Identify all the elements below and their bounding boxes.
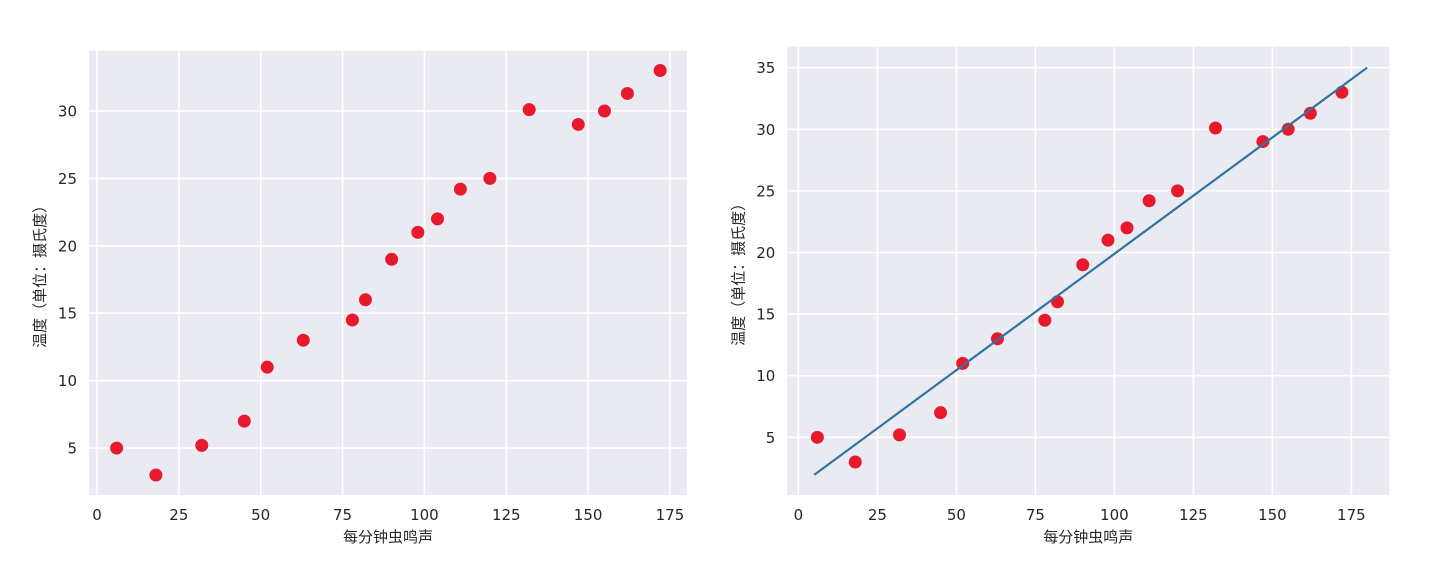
data-point: [848, 455, 862, 469]
y-tick-label: 30: [58, 102, 77, 120]
x-tick-label: 125: [492, 506, 521, 524]
data-point: [358, 293, 372, 307]
data-point: [149, 468, 163, 482]
x-axis-label: 每分钟虫鸣声: [343, 528, 433, 546]
x-tick-label: 25: [169, 506, 188, 524]
data-point: [1101, 233, 1115, 247]
x-tick-label: 175: [656, 506, 685, 524]
y-axis-label: 温度（单位：摄氏度）: [729, 196, 747, 346]
data-point: [385, 252, 399, 266]
x-tick-label: 175: [1337, 506, 1366, 524]
y-tick-label: 10: [58, 372, 77, 390]
x-tick-label: 100: [410, 506, 439, 524]
data-point: [237, 414, 251, 428]
y-tick-label: 15: [756, 306, 775, 324]
data-point: [1171, 184, 1185, 198]
scatter-plot-with-fit-line-right: 0 25 50 75 100 125 150 175 5 10 15 20 25 30 35 每分钟虫鸣声 温度…: [729, 46, 1390, 546]
y-tick-label: 5: [766, 429, 776, 447]
data-point: [1120, 221, 1134, 235]
y-tick-label: 35: [756, 59, 775, 77]
data-point: [483, 171, 497, 185]
data-point: [110, 441, 124, 455]
x-tick-label: 150: [574, 506, 603, 524]
data-point: [453, 182, 467, 196]
y-tick-label: 20: [756, 244, 775, 262]
y-tick-label: 5: [67, 440, 77, 458]
data-point: [1208, 121, 1222, 135]
data-point: [810, 430, 824, 444]
data-point: [522, 103, 536, 117]
data-point: [1142, 194, 1156, 208]
y-tick-label: 25: [58, 170, 77, 188]
x-tick-label: 100: [1100, 506, 1129, 524]
plot-area: [810, 66, 1368, 476]
x-tick-label: 50: [947, 506, 966, 524]
data-point: [1303, 106, 1317, 120]
y-tick-label: 30: [756, 121, 775, 139]
gridlines: [89, 50, 687, 495]
fit-line: [813, 66, 1368, 476]
x-tick-label: 25: [868, 506, 887, 524]
data-point: [260, 360, 274, 374]
data-point: [1256, 135, 1270, 149]
x-tick-label: 125: [1179, 506, 1208, 524]
x-tick-label: 50: [251, 506, 270, 524]
data-point: [1050, 295, 1064, 309]
x-tick-label: 0: [794, 506, 804, 524]
x-tick-label: 75: [1026, 506, 1045, 524]
scatter-series: [110, 64, 667, 482]
data-point: [934, 406, 948, 420]
x-tick-label: 75: [333, 506, 352, 524]
data-point: [431, 212, 445, 226]
data-point: [653, 64, 667, 78]
tick-labels: 0 25 50 75 100 125 150 175 5 10 15 20 25 30: [58, 102, 684, 524]
data-point: [411, 225, 425, 239]
x-tick-label: 150: [1258, 506, 1287, 524]
data-point: [1076, 258, 1090, 272]
data-point: [620, 86, 634, 100]
x-tick-label: 0: [92, 506, 102, 524]
data-point: [597, 104, 611, 118]
scatter-series: [810, 85, 1349, 469]
y-tick-label: 10: [756, 367, 775, 385]
y-axis-label: 温度（单位：摄氏度）: [31, 198, 49, 348]
data-point: [195, 438, 209, 452]
x-axis-label: 每分钟虫鸣声: [1043, 528, 1133, 546]
tick-labels: 0 25 50 75 100 125 150 175 5 10 15 20 25 30 35: [756, 59, 1365, 524]
data-point: [296, 333, 310, 347]
plot-area: [110, 64, 667, 482]
data-point: [1038, 313, 1052, 327]
y-tick-label: 25: [756, 182, 775, 200]
scatter-plot-left: 0 25 50 75 100 125 150 175 5 10 15 20 25 30 每分钟虫鸣声 温度（单…: [31, 50, 687, 546]
gridlines: [787, 46, 1390, 495]
data-point: [892, 428, 906, 442]
y-tick-label: 20: [58, 237, 77, 255]
data-point: [571, 117, 585, 131]
data-point: [1281, 122, 1295, 136]
y-tick-label: 15: [58, 305, 77, 323]
data-point: [345, 313, 359, 327]
data-point: [1335, 85, 1349, 99]
